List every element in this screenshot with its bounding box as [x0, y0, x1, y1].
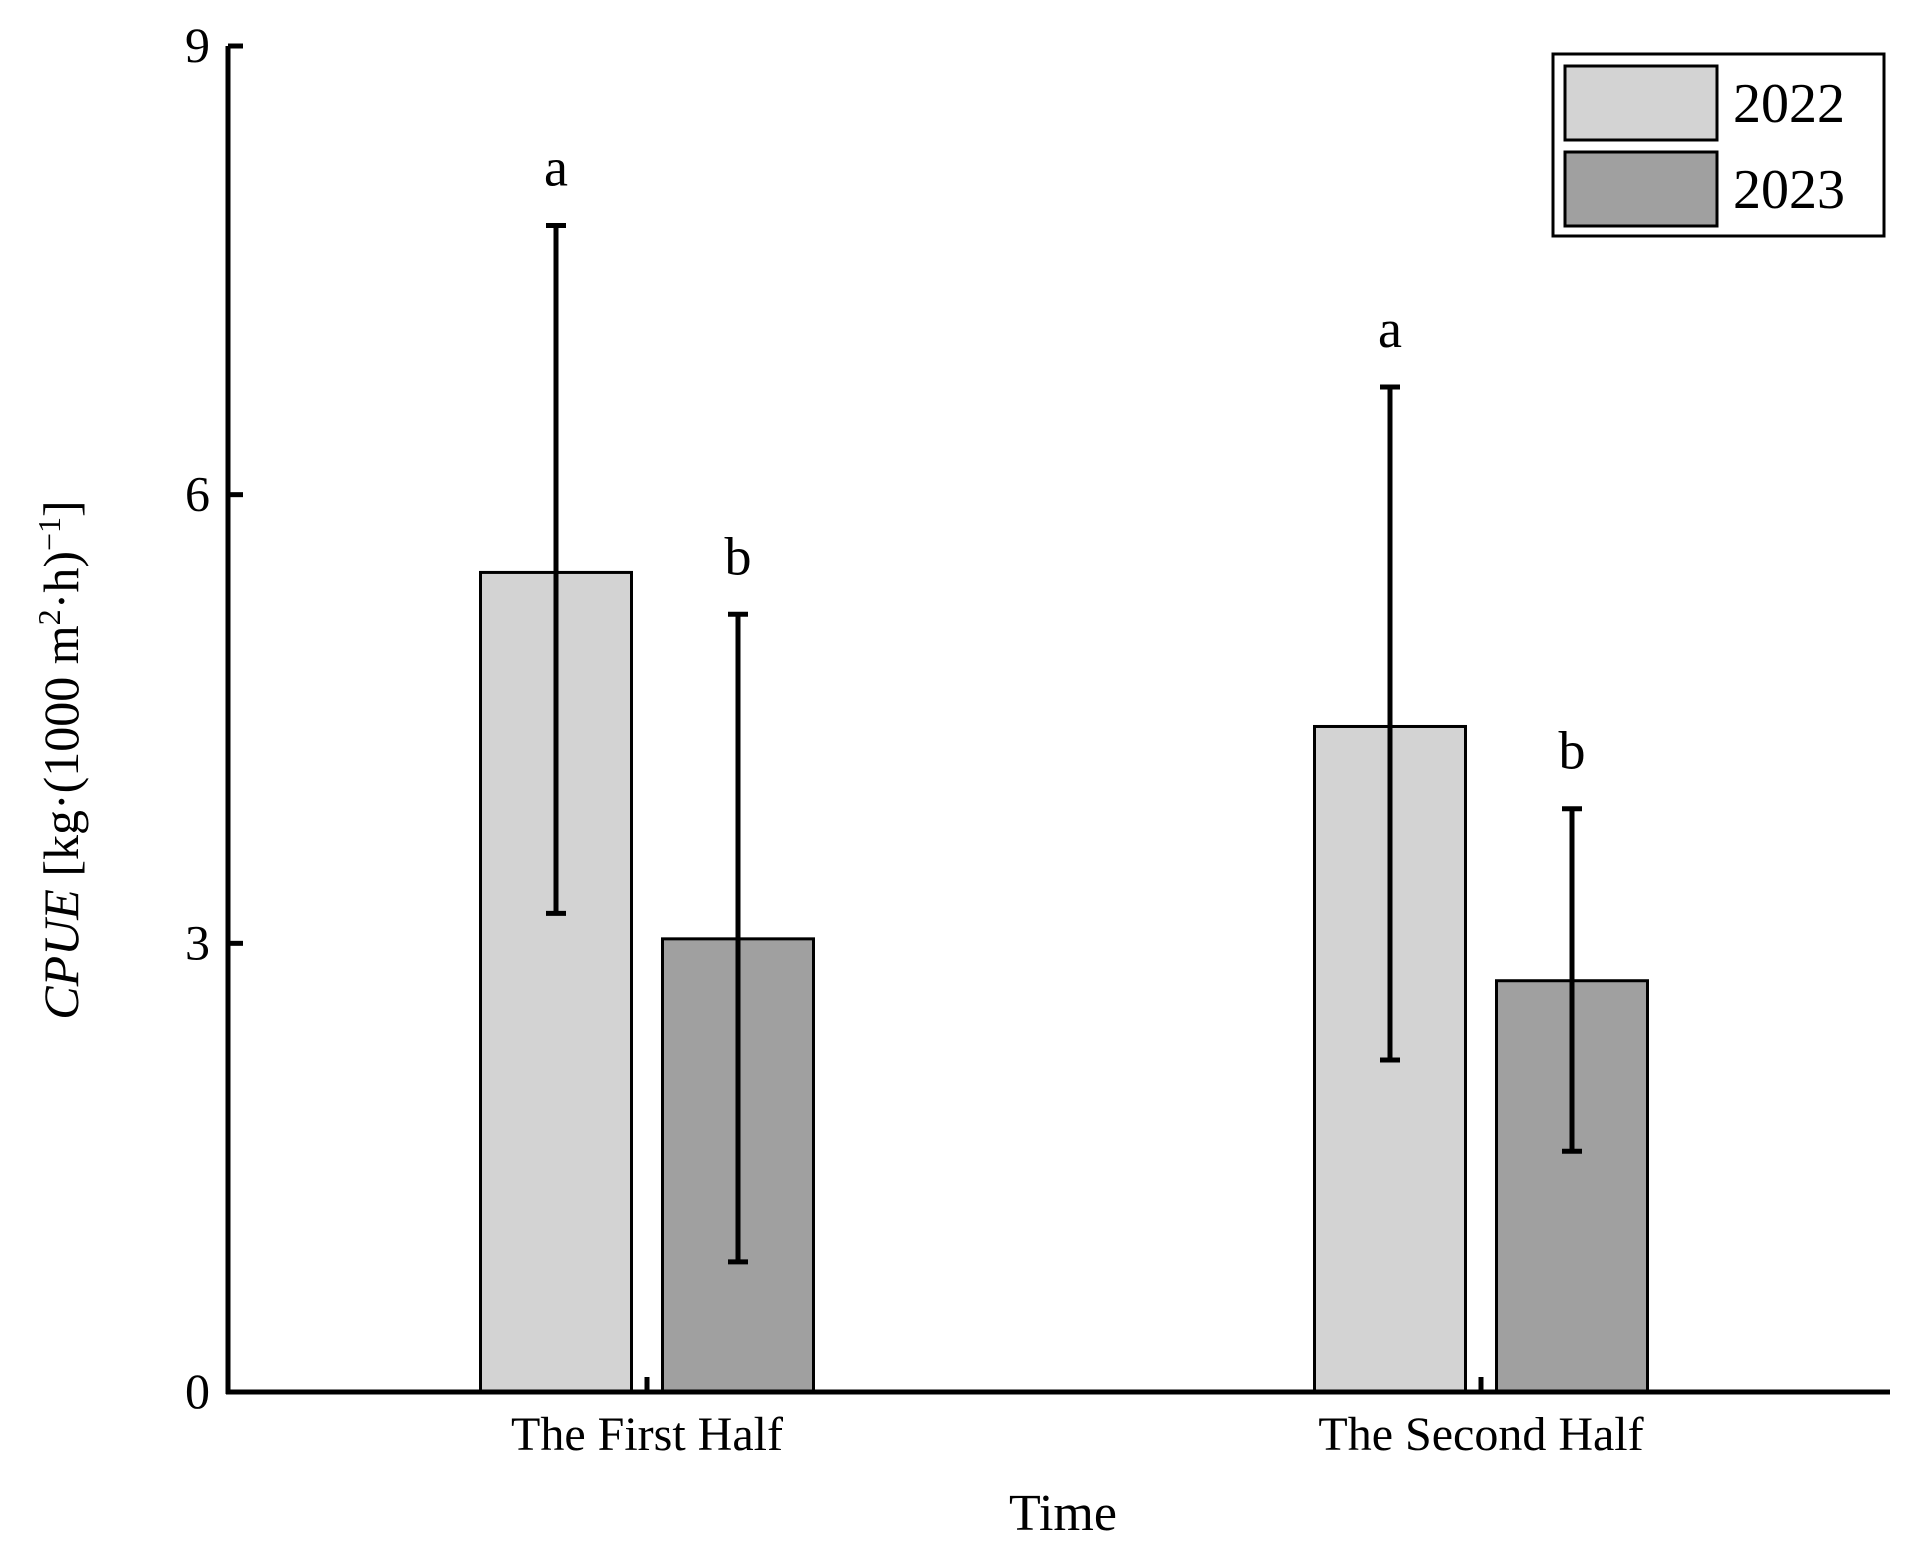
y-tick-label-6: 6	[185, 466, 210, 522]
x-tick-label-2: The Second Half	[1318, 1408, 1643, 1461]
x-axis-label: Time	[1009, 1485, 1117, 1542]
y-axis-label-unit-1: [kg·(1000 m	[33, 625, 89, 889]
plot-area: a a b b 0 3 6 9 The First Half The Second Half 202…	[185, 17, 1890, 1461]
significance-label-2023-2: b	[1559, 721, 1586, 781]
significance-label-2023-1: b	[725, 526, 752, 586]
significance-label-2022-1: a	[544, 137, 568, 197]
legend-swatch-2022	[1563, 64, 1719, 142]
x-tick-label-1: The First Half	[511, 1408, 783, 1461]
y-tick-label-9: 9	[185, 17, 210, 73]
legend-label-2023: 2023	[1733, 159, 1845, 221]
y-axis-label-italic: CPUE	[33, 889, 89, 1020]
y-axis-label-sup-2: −1	[31, 517, 67, 551]
y-axis-label-unit-2: ·h)	[33, 551, 89, 609]
y-tick-label-3: 3	[185, 914, 210, 970]
y-axis-label-unit-3: ]	[33, 500, 89, 517]
y-tick-label-0: 0	[185, 1363, 210, 1419]
significance-label-2022-2: a	[1378, 299, 1402, 359]
legend-label-2022: 2022	[1733, 73, 1845, 135]
y-axis-label: CPUE [kg·(1000 m2·h)−1]	[31, 500, 89, 1019]
legend-swatch-2023	[1563, 150, 1719, 228]
y-axis-label-sup-1: 2	[31, 609, 67, 625]
